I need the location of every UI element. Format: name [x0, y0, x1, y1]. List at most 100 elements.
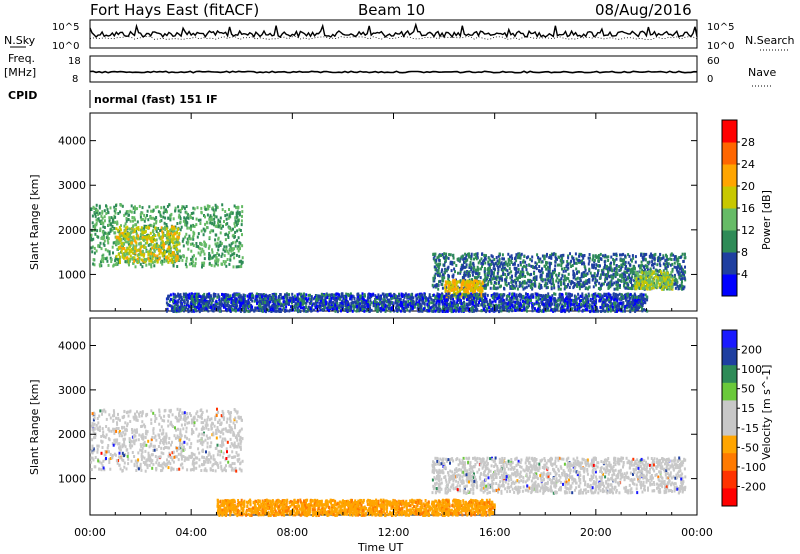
- data-cell: [634, 284, 637, 288]
- data-cell: [452, 280, 455, 284]
- data-cell: [193, 298, 196, 302]
- data-cell: [433, 279, 436, 283]
- data-cell: [479, 296, 482, 300]
- data-cell: [240, 223, 243, 227]
- data-cell: [350, 301, 353, 305]
- data-cell: [642, 285, 644, 289]
- data-cell: [512, 285, 515, 288]
- data-cell: [539, 273, 542, 277]
- data-cell: [305, 293, 308, 297]
- data-cell: [673, 273, 676, 277]
- data-cell: [521, 266, 524, 270]
- data-cell: [137, 253, 140, 256]
- data-cell: [197, 251, 200, 255]
- data-cell: [435, 268, 438, 272]
- data-cell: [138, 242, 141, 246]
- data-cell: [651, 272, 654, 276]
- data-cell: [481, 265, 483, 269]
- data-cell: [671, 269, 674, 273]
- data-cell: [142, 238, 145, 242]
- data-cell: [151, 246, 154, 250]
- data-cell: [493, 258, 496, 261]
- data-cell: [626, 270, 629, 274]
- data-cell: [579, 277, 582, 280]
- data-cell: [94, 214, 97, 218]
- data-cell: [91, 214, 94, 218]
- data-cell: [609, 285, 612, 289]
- data-cell: [607, 270, 609, 274]
- data-cell: [434, 252, 437, 256]
- data-cell: [144, 236, 146, 240]
- data-cell: [632, 267, 635, 271]
- data-cell: [561, 303, 564, 307]
- data-cell: [111, 228, 114, 232]
- data-cell: [214, 259, 217, 263]
- data-cell: [634, 260, 637, 264]
- data-cell: [676, 280, 679, 284]
- data-cell: [494, 299, 497, 303]
- data-cell: [468, 282, 471, 286]
- data-cell: [226, 304, 228, 307]
- data-cell: [618, 278, 621, 282]
- data-cell: [237, 211, 240, 215]
- data-cell: [459, 279, 462, 283]
- data-cell: [181, 298, 183, 302]
- data-cell: [472, 270, 475, 274]
- data-cell: [142, 254, 145, 258]
- data-cell: [553, 252, 556, 256]
- data-cell: [656, 275, 659, 279]
- data-cell: [504, 273, 507, 276]
- data-cell: [272, 294, 275, 298]
- data-cell: [170, 230, 173, 234]
- data-cell: [479, 294, 482, 298]
- data-cell: [645, 275, 648, 278]
- data-cell: [269, 306, 272, 310]
- data-cell: [217, 263, 219, 267]
- data-cell: [641, 309, 644, 313]
- data-cell: [636, 285, 639, 289]
- data-cell: [433, 258, 436, 262]
- data-cell: [172, 251, 174, 254]
- data-cell: [185, 293, 188, 297]
- data-cell: [166, 233, 169, 237]
- data-cell: [607, 292, 610, 296]
- data-cell: [166, 230, 169, 233]
- data-cell: [572, 286, 575, 290]
- data-cell: [290, 301, 293, 305]
- data-cell: [195, 244, 198, 248]
- data-cell: [205, 305, 208, 309]
- data-cell: [173, 237, 176, 241]
- data-cell: [552, 253, 555, 257]
- data-cell: [519, 276, 521, 279]
- data-cell: [111, 225, 114, 228]
- data-cell: [486, 272, 489, 276]
- data-cell: [178, 258, 181, 262]
- data-cell: [175, 231, 178, 234]
- data-cell: [546, 294, 549, 298]
- data-cell: [515, 293, 518, 297]
- data-cell: [129, 227, 132, 231]
- data-cell: [177, 215, 180, 219]
- data-cell: [120, 243, 123, 247]
- data-cell: [175, 308, 178, 312]
- data-cell: [127, 237, 130, 241]
- data-cell: [549, 279, 552, 283]
- data-cell: [111, 220, 114, 224]
- data-cell: [179, 208, 182, 212]
- data-cell: [135, 230, 138, 234]
- freq-tick-top: 18: [68, 56, 81, 67]
- data-cell: [421, 293, 424, 297]
- data-cell: [540, 260, 543, 264]
- data-cell: [190, 292, 193, 296]
- data-cell: [513, 262, 516, 266]
- data-cell: [169, 297, 172, 301]
- data-cell: [140, 218, 143, 222]
- data-cell: [615, 287, 618, 291]
- data-cell: [613, 287, 616, 291]
- data-cell: [523, 264, 525, 268]
- data-cell: [153, 247, 156, 251]
- data-cell: [671, 278, 674, 282]
- data-cell: [593, 260, 596, 264]
- data-cell: [467, 280, 470, 284]
- data-cell: [151, 261, 154, 265]
